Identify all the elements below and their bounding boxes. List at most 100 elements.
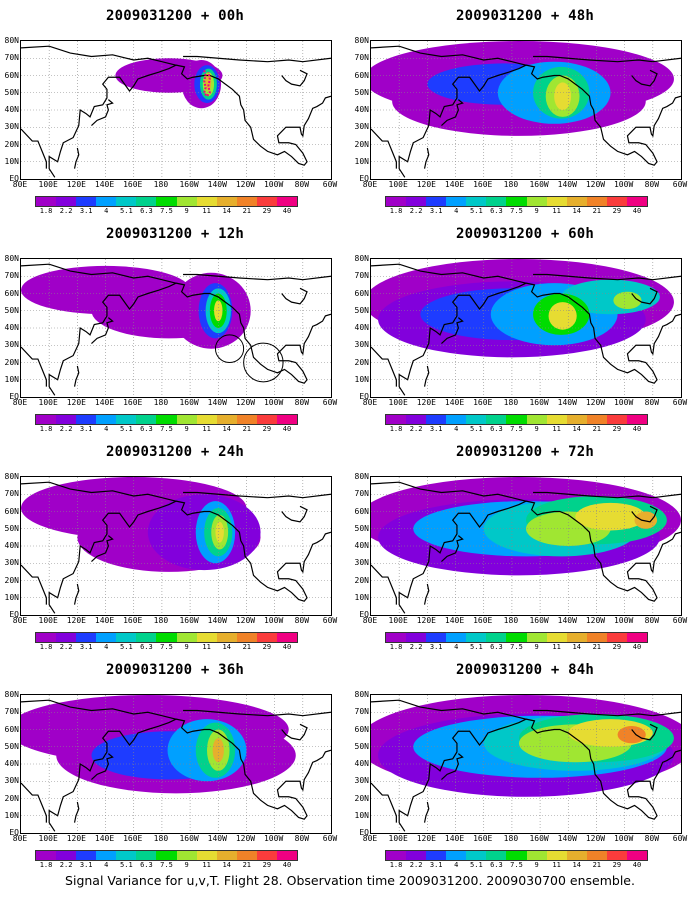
x-tick-label: 120W <box>235 834 256 843</box>
colorbar-label: 29 <box>262 643 272 651</box>
y-tick-label: 50N <box>354 305 369 315</box>
colorbar-swatch <box>546 197 567 206</box>
x-tick-label: 120E <box>66 834 86 843</box>
colorbar-swatch <box>606 415 627 424</box>
y-tick-label: 70N <box>354 53 369 63</box>
coastline <box>533 55 681 63</box>
coastline <box>183 273 331 281</box>
colorbar-swatch <box>216 851 237 860</box>
y-tick-label: 20N <box>354 575 369 585</box>
x-tick-label: 120W <box>585 834 606 843</box>
coastlines <box>371 263 681 396</box>
coastline <box>371 699 528 832</box>
colorbar-label: 1.8 <box>389 207 403 215</box>
coastline <box>631 69 658 87</box>
colorbar-label: 4 <box>104 207 109 215</box>
colorbar-label: 9 <box>184 643 189 651</box>
colorbar-label: 29 <box>612 643 622 651</box>
colorbar-label: 14 <box>572 861 581 869</box>
colorbar-swatch <box>236 415 257 424</box>
variance-map <box>371 41 681 179</box>
x-tick-label: 140E <box>444 834 465 843</box>
colorbar-swatch <box>196 197 217 206</box>
colorbar-swatch <box>236 197 257 206</box>
x-tick-label: 80W <box>294 180 310 189</box>
y-tick-label: 20N <box>354 793 369 803</box>
graticule <box>21 477 331 615</box>
x-tick-label: 120W <box>235 180 256 189</box>
colorbar-label: 14 <box>222 643 231 651</box>
coastline <box>631 505 658 523</box>
coastline <box>441 753 464 780</box>
colorbar-label: 9 <box>184 207 189 215</box>
map-plot-area <box>20 258 332 398</box>
colorbar-swatch <box>566 851 587 860</box>
y-tick-label: 30N <box>4 122 19 132</box>
coastline <box>21 782 47 823</box>
colorbar-swatch <box>76 633 97 642</box>
coastline <box>533 273 681 281</box>
variance-shading <box>115 58 223 109</box>
y-tick-label: 60N <box>354 288 369 298</box>
coastline <box>533 491 681 499</box>
x-tick-label: 120W <box>235 398 256 407</box>
colorbar-swatch <box>626 633 648 642</box>
y-tick-label: 80N <box>4 254 19 263</box>
y-tick-label: 10N <box>4 592 19 602</box>
colorbar-label: 6.3 <box>140 643 153 651</box>
colorbar-swatch <box>506 415 527 424</box>
variance-shading <box>21 477 261 572</box>
x-tick-label: 80E <box>12 834 28 843</box>
colorbar-label: 4 <box>454 207 459 215</box>
colorbar-label: 2.2 <box>409 425 423 433</box>
coastline <box>631 723 658 741</box>
colorbar-label: 3.1 <box>79 207 93 215</box>
variance-map <box>371 695 681 833</box>
x-tick-label: 120E <box>416 398 436 407</box>
coastline <box>423 365 430 387</box>
map-plot-area <box>370 40 682 180</box>
coastline <box>73 365 80 387</box>
coastline <box>73 801 80 823</box>
coastline <box>423 147 430 169</box>
colorbar-label: 6.3 <box>140 207 153 215</box>
x-tick-label: 160E <box>473 398 493 407</box>
coastlines <box>371 481 681 614</box>
colorbar-label: 9 <box>534 861 539 869</box>
colorbar-swatch <box>256 851 277 860</box>
colorbar-label: 21 <box>242 425 252 433</box>
y-tick-label: 10N <box>354 374 369 384</box>
colorbar-label: 11 <box>202 425 211 433</box>
colorbar-swatch <box>406 851 427 860</box>
colorbar-label: 11 <box>552 207 561 215</box>
y-tick-label: EQ <box>359 392 369 401</box>
colorbar-swatch <box>36 197 57 206</box>
colorbar-label: 4 <box>104 425 109 433</box>
y-tick-label: 80N <box>4 472 19 481</box>
x-tick-label: 140W <box>557 834 577 843</box>
coastline <box>73 147 80 169</box>
colorbar-label: 2.2 <box>59 861 73 869</box>
colorbar-label: 6.3 <box>140 861 153 869</box>
coastline <box>371 346 397 387</box>
variance-contour <box>215 521 224 543</box>
colorbar-swatch <box>176 633 197 642</box>
colorbar-swatch <box>136 633 157 642</box>
colorbar-label: 21 <box>592 643 602 651</box>
coastline <box>281 69 308 87</box>
colorbar-label: 40 <box>282 643 292 651</box>
colorbar-swatch <box>76 415 97 424</box>
colorbar-swatch <box>586 415 607 424</box>
colorbar-label: 1.8 <box>39 861 53 869</box>
x-tick-label: 100E <box>38 834 58 843</box>
y-tick-label: 80N <box>354 472 369 481</box>
y-tick-label: 50N <box>354 87 369 97</box>
panel-title: 2009031200 + 60h <box>455 226 595 242</box>
colorbar-label: 1.8 <box>39 207 53 215</box>
colorbar-label: 21 <box>592 861 602 869</box>
y-tick-label: 70N <box>4 271 19 281</box>
coastline <box>21 346 47 387</box>
x-tick-label: 100W <box>613 616 634 625</box>
colorbar-label: 4 <box>104 643 109 651</box>
x-tick-label: 180 <box>503 180 519 189</box>
